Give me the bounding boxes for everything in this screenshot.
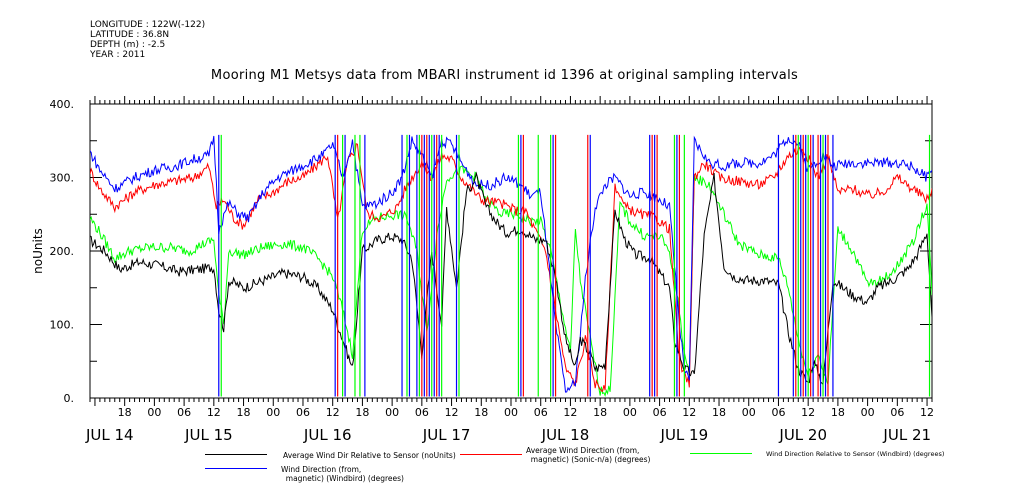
legend-blue-swatch — [205, 468, 267, 469]
x-day-label: JUL 19 — [660, 426, 709, 444]
legend-red-label: Average Wind Direction (from, magnetic) … — [526, 446, 651, 464]
x-hour-label: 18 — [593, 406, 607, 419]
x-hour-label: 06 — [653, 406, 667, 419]
x-hour-label: 00 — [504, 406, 518, 419]
legend-red-swatch — [460, 454, 522, 455]
x-hour-label: 12 — [801, 406, 815, 419]
x-hour-label: 18 — [237, 406, 251, 419]
x-day-label: JUL 14 — [85, 426, 134, 444]
chart-title: Mooring M1 Metsys data from MBARI instru… — [210, 68, 799, 83]
legend-green-swatch — [690, 453, 752, 454]
x-hour-label: 18 — [355, 406, 369, 419]
y-tick-label: 400. — [50, 98, 75, 111]
x-hour-label: 18 — [474, 406, 488, 419]
x-day-label: JUL 17 — [422, 426, 471, 444]
x-hour-label: 00 — [147, 406, 161, 419]
series-line — [90, 143, 932, 392]
x-hour-label: 12 — [682, 406, 696, 419]
legend-green-label: Wind Direction Relative to Sensor (Windb… — [766, 450, 945, 458]
x-hour-label: 12 — [920, 406, 934, 419]
y-axis-label: noUnits — [31, 228, 45, 274]
depth-text: DEPTH (m) : -2.5 — [90, 40, 166, 50]
y-tick-label: 200. — [50, 245, 75, 258]
x-hour-label: 06 — [771, 406, 785, 419]
x-hour-label: 06 — [177, 406, 191, 419]
x-hour-label: 00 — [266, 406, 280, 419]
x-hour-label: 00 — [623, 406, 637, 419]
latitude-text: LATITUDE : 36.8N — [90, 30, 170, 40]
year-text: YEAR : 2011 — [90, 50, 146, 60]
x-hour-label: 06 — [890, 406, 904, 419]
x-hour-label: 06 — [415, 406, 429, 419]
x-hour-label: 12 — [326, 406, 340, 419]
x-hour-label: 00 — [385, 406, 399, 419]
series-line — [90, 135, 932, 393]
series-line — [90, 171, 932, 386]
x-hour-label: 12 — [445, 406, 459, 419]
y-tick-label: 300. — [50, 172, 75, 185]
longitude-text: LONGITUDE : 122W(-122) — [90, 20, 206, 30]
x-hour-label: 00 — [861, 406, 875, 419]
x-day-label: JUL 21 — [882, 426, 931, 444]
x-day-label: JUL 15 — [184, 426, 233, 444]
x-hour-label: 12 — [207, 406, 221, 419]
x-hour-label: 12 — [563, 406, 577, 419]
x-hour-label: 18 — [712, 406, 726, 419]
y-tick-label: 0. — [64, 392, 75, 405]
x-day-label: JUL 18 — [541, 426, 590, 444]
legend-blue-label: Wind Direction (from, magnetic) (Windbir… — [281, 465, 404, 483]
metadata-header: LONGITUDE : 122W(-122) LATITUDE : 36.8N … — [90, 20, 205, 60]
x-hour-label: 18 — [831, 406, 845, 419]
legend-black-label: Average Wind Dir Relative to Sensor (noU… — [283, 451, 456, 460]
legend-black-swatch — [205, 454, 267, 455]
x-hour-label: 06 — [296, 406, 310, 419]
y-tick-label: 100. — [50, 319, 75, 332]
x-hour-label: 06 — [534, 406, 548, 419]
x-hour-label: 00 — [742, 406, 756, 419]
x-hour-label: 18 — [118, 406, 132, 419]
x-day-label: JUL 20 — [778, 426, 827, 444]
x-day-label: JUL 16 — [303, 426, 352, 444]
